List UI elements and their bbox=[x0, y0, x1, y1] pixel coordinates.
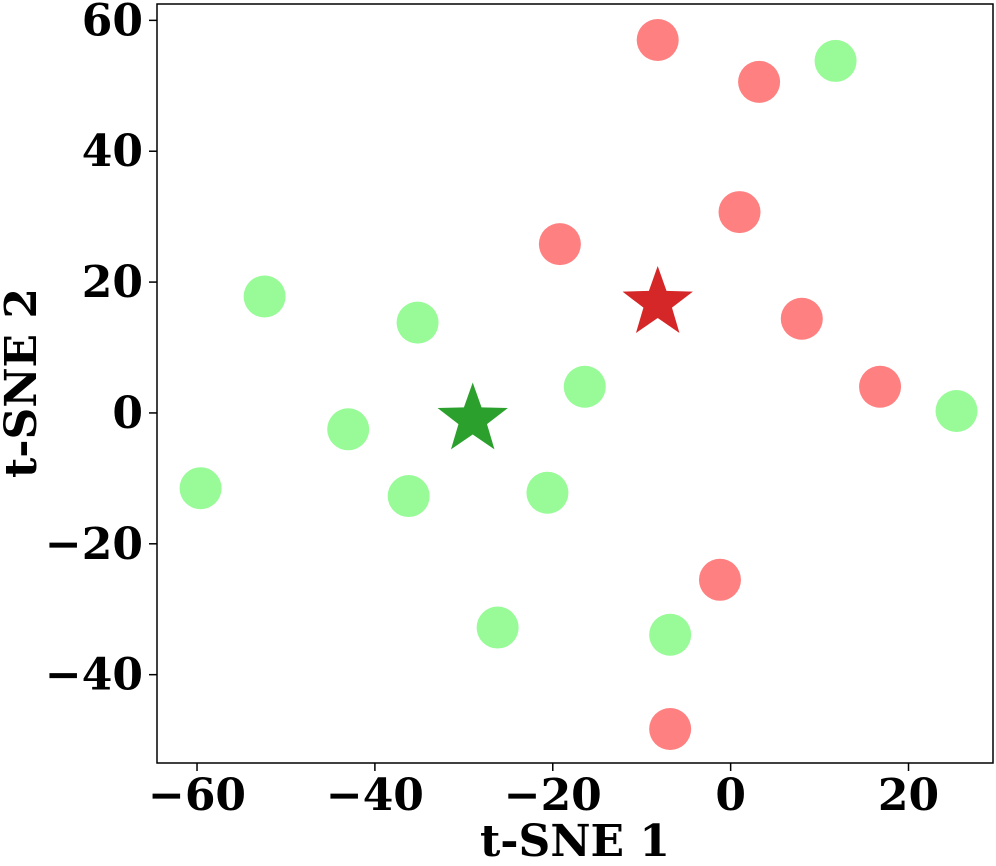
scatter-point bbox=[476, 606, 519, 649]
y-tick-label: 40 bbox=[82, 126, 143, 177]
scatter-point bbox=[718, 191, 761, 234]
data-marks bbox=[179, 18, 978, 750]
star-marker bbox=[437, 382, 508, 450]
scatter-point bbox=[179, 467, 222, 510]
scatter-point bbox=[526, 471, 569, 514]
scatter-point bbox=[396, 301, 439, 344]
x-axis-label: t-SNE 1 bbox=[480, 816, 670, 866]
scatter-point bbox=[649, 707, 692, 750]
scatter-point bbox=[698, 558, 741, 601]
x-tick-label: −40 bbox=[326, 770, 424, 821]
y-tick-label: 0 bbox=[112, 388, 143, 439]
x-tick-label: −20 bbox=[504, 770, 602, 821]
y-tick-label: 60 bbox=[82, 0, 143, 46]
scatter-point bbox=[859, 365, 902, 408]
scatter-point bbox=[814, 39, 857, 82]
scatter-point bbox=[935, 389, 978, 432]
scatter-point bbox=[738, 60, 781, 103]
y-tick-label: −20 bbox=[45, 519, 143, 570]
star-marker bbox=[622, 266, 693, 333]
y-axis-ticks: −40 −20 0 20 40 60 bbox=[45, 0, 157, 701]
scatter-point bbox=[538, 223, 581, 266]
scatter-point bbox=[327, 408, 370, 451]
y-tick-label: −40 bbox=[45, 650, 143, 701]
scatter-point bbox=[243, 275, 286, 318]
scatter-point bbox=[780, 297, 823, 340]
scatter-point bbox=[649, 613, 692, 656]
x-axis-ticks: −60 −40 −20 0 20 bbox=[148, 763, 939, 821]
x-tick-label: 20 bbox=[878, 770, 939, 821]
x-tick-label: 0 bbox=[715, 770, 746, 821]
x-tick-label: −60 bbox=[148, 770, 246, 821]
scatter-point bbox=[563, 365, 606, 408]
y-axis-label: t-SNE 2 bbox=[0, 288, 47, 478]
scatter-point bbox=[387, 475, 430, 518]
y-tick-label: 20 bbox=[82, 257, 143, 308]
scatter-point bbox=[636, 18, 679, 61]
